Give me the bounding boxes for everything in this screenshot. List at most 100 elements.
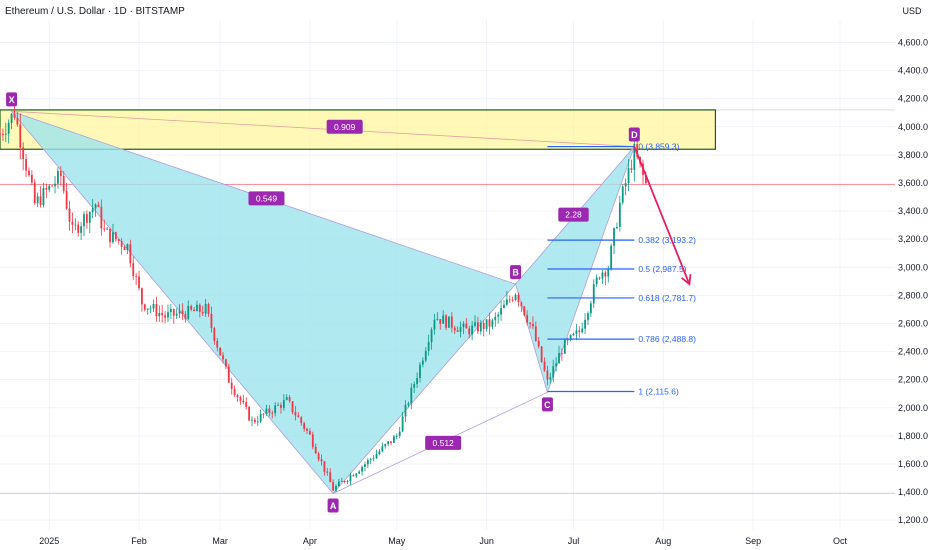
time-tick-label: Apr	[303, 536, 317, 546]
candle-body	[219, 347, 222, 356]
fib-label: 0.618 (2,781.7)	[638, 293, 696, 303]
price-tick-label: 3,600.0	[898, 178, 928, 188]
candle-body	[22, 147, 25, 159]
price-axis[interactable]: USD 1,200.0 1,400.0 1,600.0 1,800.0 2,000.0 2,…	[895, 0, 932, 550]
candle-body	[91, 208, 94, 213]
candle-body	[1, 133, 4, 135]
time-tick-label: Sep	[745, 536, 761, 546]
candle-body	[427, 342, 430, 351]
candle-body	[419, 364, 421, 379]
candle-body	[627, 168, 630, 184]
candle-body	[546, 370, 549, 380]
point-badge	[510, 265, 522, 280]
price-tick-label: 3,200.0	[898, 234, 928, 244]
candle-body	[532, 323, 534, 327]
candle-body	[198, 304, 201, 312]
candle-body	[210, 313, 213, 329]
price-tick-label: 2,200.0	[898, 375, 928, 385]
candle-body	[271, 412, 274, 414]
candle-body	[39, 196, 42, 206]
candle-body	[375, 454, 378, 459]
candle-body	[57, 170, 59, 184]
candle-body	[207, 304, 210, 314]
candle-body	[248, 406, 250, 421]
candle-body	[630, 168, 633, 170]
candle-body	[172, 309, 175, 316]
candle-body	[68, 208, 71, 222]
candle-body	[416, 378, 418, 385]
candle-body	[520, 302, 523, 307]
time-tick-label: Oct	[833, 536, 848, 546]
candle-body	[42, 188, 45, 206]
candle-body	[251, 419, 253, 421]
candle-body	[372, 458, 375, 460]
candle-body	[514, 294, 517, 301]
fib-label: 0 (3,859.3)	[638, 142, 679, 152]
candle-body	[358, 471, 361, 474]
candle-body	[36, 196, 39, 204]
ratio-label: 0.549	[256, 193, 278, 203]
candle-body	[291, 401, 294, 413]
candle-body	[77, 224, 80, 233]
point-badge	[327, 498, 339, 513]
candle-body	[126, 244, 129, 251]
candle-body	[112, 232, 114, 243]
ratio-badge	[558, 207, 589, 222]
candle-body	[323, 461, 326, 472]
candle-body	[505, 299, 508, 305]
candle-body	[30, 174, 33, 183]
point-label: B	[512, 268, 519, 278]
candle-body	[410, 387, 413, 404]
point-label: D	[631, 130, 638, 140]
candle-body	[534, 326, 537, 341]
candle-body	[155, 304, 158, 317]
candle-body	[343, 481, 346, 482]
candle-body	[430, 329, 433, 343]
time-axis[interactable]: 2025 Feb Mar Apr May Jun Jul Aug Sep Oct	[0, 530, 932, 550]
arrow-head	[681, 274, 692, 286]
candle-body	[282, 399, 285, 408]
candle-body	[468, 328, 471, 335]
candle-body	[7, 122, 10, 134]
candle-body	[453, 327, 456, 331]
candle-body	[436, 319, 439, 320]
candle-body	[0, 133, 1, 135]
candle-body	[114, 232, 117, 240]
candle-body	[497, 314, 500, 317]
candle-body	[146, 308, 149, 310]
price-tick-label: 2,000.0	[898, 403, 928, 413]
candle-body	[196, 304, 198, 312]
candle-body	[366, 460, 369, 465]
candle-body	[236, 395, 239, 398]
candle-body	[332, 482, 334, 491]
candle-body	[491, 320, 494, 327]
fib-label: 0.382 (3,193.2)	[638, 235, 696, 245]
candle-body	[636, 143, 639, 157]
candle-body	[592, 284, 595, 304]
price-tick-label: 2,600.0	[898, 318, 928, 328]
candle-body	[543, 361, 546, 371]
candle-body	[450, 316, 453, 328]
candle-body	[169, 309, 172, 313]
candle-body	[311, 434, 314, 447]
point-label: X	[9, 95, 15, 105]
candle-body	[563, 340, 566, 354]
candle-body	[109, 228, 111, 243]
point-label: A	[330, 501, 337, 511]
candle-body	[97, 204, 100, 207]
time-tick-label: Jun	[479, 536, 494, 546]
candle-body	[309, 430, 311, 435]
candle-body	[433, 319, 436, 330]
candle-body	[158, 312, 161, 317]
ratio-label: 0.512	[433, 438, 455, 448]
candle-body	[329, 472, 332, 483]
candle-body	[141, 288, 143, 305]
candle-body	[294, 412, 297, 416]
candle-body	[184, 314, 187, 319]
candle-body	[503, 304, 505, 309]
candle-body	[274, 405, 277, 414]
candle-body	[303, 423, 306, 429]
candle-body	[387, 441, 390, 445]
price-tick-label: 2,400.0	[898, 347, 928, 357]
